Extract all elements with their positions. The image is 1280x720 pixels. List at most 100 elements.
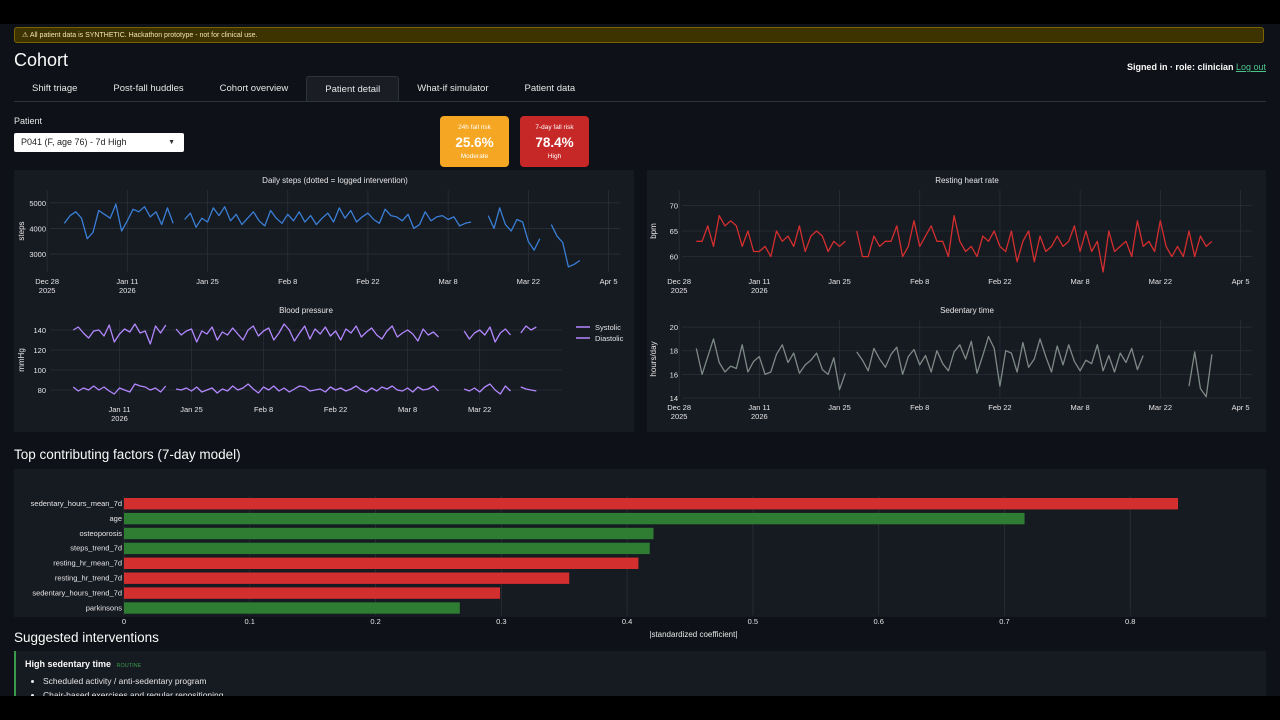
chart-title: Daily steps (dotted = logged interventio… [262, 176, 408, 185]
x-tick-label: Jan 25 [828, 403, 851, 412]
x-tick-label: Feb 22 [324, 405, 347, 414]
series-line-main [696, 214, 1213, 273]
x-tick-label: Feb 8 [910, 403, 929, 412]
y-tick-label: 4000 [29, 224, 46, 233]
factors-panel [14, 469, 1266, 617]
x-tick-label: Dec 28 [667, 403, 691, 412]
y-tick-label: 80 [38, 386, 46, 395]
y-tick-label: 14 [670, 394, 678, 403]
x-tick-label: Jan 25 [828, 277, 851, 286]
x-tick-label: Mar 8 [1071, 277, 1090, 286]
y-tick-label: 120 [33, 346, 46, 355]
x-tick-label: Feb 22 [988, 277, 1011, 286]
x-tick-label: Mar 22 [1149, 403, 1172, 412]
x-tick-label: Jan 11 [748, 277, 770, 286]
interventions-title: Suggested interventions [14, 630, 159, 645]
intervention-heading-text: High sedentary time [25, 659, 112, 669]
x-tick-label: Dec 28 [35, 277, 59, 286]
x-tick-label: 2025 [39, 286, 56, 295]
risk-7d-value: 78.4% [535, 135, 574, 150]
factors-title: Top contributing factors (7-day model) [14, 447, 241, 462]
logout-link[interactable]: Log out [1235, 62, 1266, 72]
y-axis-label: mmHg [17, 348, 26, 372]
tab-what-if-simulator[interactable]: What-if simulator [417, 83, 489, 94]
legend-label: Diastolic [595, 334, 624, 343]
legend-label: Systolic [595, 323, 621, 332]
intervention-heading: High sedentary time ROUTINE [25, 659, 1266, 669]
y-axis-label: steps [17, 221, 26, 240]
tab-patient-detail[interactable]: Patient detail [306, 76, 400, 101]
bottom-bar [0, 696, 1280, 720]
vitals-panel-right [647, 170, 1266, 432]
x-tick-label: Mar 22 [517, 277, 540, 286]
x-tick-label: 2026 [111, 414, 128, 423]
signin-text: Signed in · role: clinician [1126, 62, 1234, 72]
y-axis-label: bpm [649, 223, 658, 239]
vitals-charts: Daily steps (dotted = logged interventio… [17, 176, 1252, 423]
x-tick-label: Jan 25 [196, 277, 219, 286]
series-line-main [63, 203, 581, 268]
risk-24h-label: 24h fall risk [458, 124, 491, 131]
x-tick-label: Jan 25 [180, 405, 203, 414]
tab-bar: Shift triage Post-fall huddles Cohort ov… [14, 76, 593, 101]
x-tick-label: Mar 8 [398, 405, 417, 414]
x-tick-label: Feb 8 [910, 277, 929, 286]
y-tick-label: 140 [33, 326, 46, 335]
x-tick-label: 2025 [671, 286, 688, 295]
tab-patient-data[interactable]: Patient data [524, 83, 576, 94]
y-tick-label: 60 [670, 253, 678, 262]
tab-cohort-overview[interactable]: Cohort overview [219, 83, 289, 94]
y-tick-label: 3000 [29, 250, 46, 259]
x-tick-label: Apr 5 [1232, 403, 1250, 412]
x-tick-label: 2026 [751, 412, 768, 421]
risk-24h-value: 25.6% [455, 135, 494, 150]
chart-title: Resting heart rate [935, 176, 999, 185]
x-tick-label: Mar 8 [1071, 403, 1090, 412]
chart-title: Blood pressure [279, 306, 333, 315]
tab-shift-triage[interactable]: Shift triage [32, 83, 78, 94]
patient-select[interactable]: P041 (F, age 76) - 7d High ▼ [14, 133, 184, 152]
chart-title: Sedentary time [940, 306, 994, 315]
x-tick-label: 2026 [119, 286, 136, 295]
x-tick-label: Mar 22 [468, 405, 491, 414]
tab-post-fall-huddles[interactable]: Post-fall huddles [113, 83, 184, 94]
y-tick-label: 5000 [29, 199, 46, 208]
y-tick-label: 18 [670, 347, 678, 356]
vitals-chart-0: Daily steps (dotted = logged interventio… [17, 176, 620, 295]
x-tick-label: Jan 11 [108, 405, 130, 414]
x-tick-label: Mar 8 [439, 277, 458, 286]
x-tick-label: Dec 28 [667, 277, 691, 286]
app-window: ⚠ All patient data is SYNTHETIC. Hackath… [0, 24, 1280, 696]
series-line-main [695, 335, 1213, 398]
tab-divider [14, 101, 1266, 102]
y-tick-label: 65 [670, 227, 678, 236]
patient-select-value: P041 (F, age 76) - 7d High [21, 137, 127, 147]
patient-label: Patient [14, 116, 43, 126]
series-line-systolic [72, 323, 537, 345]
x-tick-label: Apr 5 [1232, 277, 1250, 286]
intervention-card: High sedentary time ROUTINE Scheduled ac… [14, 651, 1266, 696]
risk-7d-category: High [547, 153, 562, 160]
x-tick-label: Apr 5 [600, 277, 618, 286]
y-tick-label: 70 [670, 201, 678, 210]
risk-card-7d: 7-day fall risk 78.4% High [520, 116, 589, 167]
intervention-tag: ROUTINE [116, 663, 142, 669]
y-axis-label: hours/day [649, 341, 658, 376]
x-tick-label: 2026 [751, 286, 768, 295]
series-line-diastolic [72, 383, 537, 395]
y-tick-label: 100 [33, 366, 46, 375]
intervention-list: Scheduled activity / anti-sedentary prog… [25, 674, 1266, 696]
x-tick-label: Feb 8 [278, 277, 297, 286]
chevron-down-icon: ▼ [168, 139, 175, 146]
risk-7d-label: 7-day fall risk [535, 124, 574, 131]
intervention-bullet: Chair-based exercises and regular reposi… [43, 688, 1266, 696]
risk-24h-category: Moderate [460, 153, 489, 160]
x-tick-label: Feb 22 [988, 403, 1011, 412]
risk-card-24h: 24h fall risk 25.6% Moderate [440, 116, 509, 167]
signin-status: Signed in · role: clinician Log out [1127, 62, 1266, 72]
x-tick-label: Feb 22 [356, 277, 379, 286]
intervention-bullet: Scheduled activity / anti-sedentary prog… [43, 674, 1266, 688]
